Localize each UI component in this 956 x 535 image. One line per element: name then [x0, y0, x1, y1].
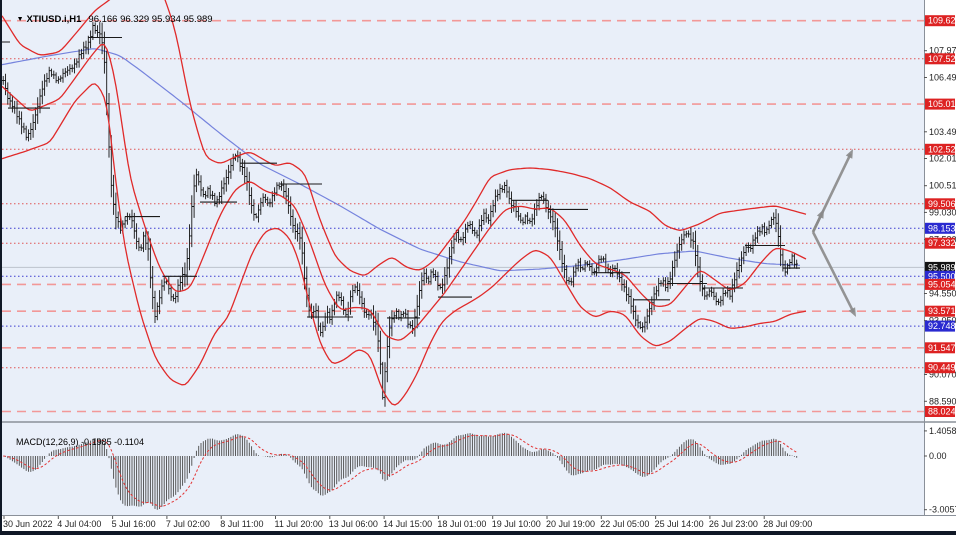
- time-axis-label: 11 Jul 20:00: [275, 519, 323, 529]
- price-level-chip: [925, 15, 955, 27]
- price-level-chip: [925, 237, 955, 249]
- price-tick-label: 94.550: [929, 289, 956, 299]
- price-level-chip: [925, 270, 955, 282]
- price-level-chip: [925, 278, 955, 290]
- price-level-chip-label: 102.521: [928, 144, 956, 154]
- time-axis-label: 20 Jul 19:00: [546, 519, 595, 529]
- price-level-chip-label: 88.024: [928, 407, 956, 417]
- price-tick-label: 103.490: [929, 127, 956, 137]
- price-bar-ticks: [2, 25, 798, 398]
- macd-panel[interactable]: [3, 432, 798, 510]
- price-tick-label: 107.970: [929, 46, 956, 56]
- price-level-chip: [925, 222, 955, 234]
- price-level-chip-label: 95.989: [928, 262, 956, 272]
- window-bottom-edge: [0, 531, 956, 535]
- drawn-horizontal-segments[interactable]: [0, 36, 800, 319]
- arrowhead-icon: [845, 149, 853, 159]
- price-tick-label: 88.590: [929, 396, 956, 406]
- arrowhead-icon: [816, 209, 824, 219]
- price-level-chip-label: 99.506: [928, 199, 956, 209]
- arrowhead-icon: [848, 307, 856, 317]
- bollinger-lower-band: [2, 83, 807, 406]
- time-axis-label: 26 Jul 23:00: [709, 519, 758, 529]
- time-axis-label: 22 Jul 05:00: [600, 519, 649, 529]
- time-axis-label: 4 Jul 04:00: [57, 519, 101, 529]
- time-axis-label: 5 Jul 16:00: [112, 519, 156, 529]
- window-left-edge: [0, 0, 2, 535]
- macd-histogram: [5, 432, 798, 510]
- time-axis-label: 8 Jul 11:00: [220, 519, 263, 529]
- price-level-chip-label: 95.500: [928, 271, 956, 281]
- price-level-chip-label: 93.571: [928, 306, 956, 316]
- slow-ma-line: [2, 48, 801, 272]
- price-level-chip: [925, 143, 955, 155]
- price-tick-label: 106.490: [929, 73, 956, 83]
- trend-arrow-down[interactable]: [811, 231, 855, 313]
- price-level-chip-label: 92.748: [928, 321, 956, 331]
- price-level-chip: [925, 198, 955, 210]
- price-tick-label: 99.030: [929, 207, 956, 217]
- ohlc-values: 96.166 96.329 95.934 95.989: [88, 14, 213, 25]
- price-level-chip-label: 91.547: [928, 343, 956, 353]
- price-level-chip: [925, 406, 955, 417]
- main-chart-panel[interactable]: [0, 0, 924, 413]
- chart-title: ▼ XTIUSD.i,H1 96.166 96.329 95.934 95.989: [6, 3, 213, 36]
- price-level-chip-label: 95.054: [928, 279, 956, 289]
- macd-tick-label: -3.0057: [929, 505, 956, 515]
- price-level-chip: [925, 320, 955, 332]
- price-level-chip-label: 98.153: [928, 223, 956, 233]
- price-level-chip: [925, 305, 955, 317]
- price-level-chip: [925, 362, 955, 374]
- symbol-timeframe-label: XTIUSD.i,H1: [26, 14, 82, 25]
- macd-signal-line: [3, 433, 797, 507]
- price-tick-label: 102.010: [929, 154, 956, 164]
- macd-values: -0.1985 -0.1104: [81, 437, 144, 447]
- bollinger-middle-band: [2, 43, 807, 341]
- price-level-chip-label: 107.525: [928, 54, 956, 64]
- price-tick-label: 100.510: [929, 181, 956, 191]
- macd-tick-label: 0.00: [929, 451, 947, 461]
- price-level-chip: [925, 342, 955, 354]
- macd-name: MACD(12,26,9): [16, 437, 79, 447]
- time-axis-label: 14 Jul 15:00: [383, 519, 432, 529]
- time-axis-label: 28 Jul 09:00: [763, 519, 812, 529]
- time-axis-label: 30 Jun 2022: [3, 519, 53, 529]
- price-level-chip: [925, 261, 955, 273]
- time-scale-row[interactable]: [2, 516, 956, 531]
- price-level-chip-label: 105.019: [928, 99, 956, 109]
- price-tick-label: 90.070: [929, 370, 956, 380]
- time-axis-label: 7 Jul 02:00: [166, 519, 210, 529]
- macd-tick-label: 1.4058: [929, 426, 956, 436]
- price-level-chip: [925, 98, 955, 110]
- time-axis-label: 18 Jul 01:00: [437, 519, 486, 529]
- time-axis-label: 13 Jul 06:00: [329, 519, 378, 529]
- symbol-dropdown-icon[interactable]: ▼: [16, 16, 24, 23]
- price-level-chip-label: 97.332: [928, 238, 956, 248]
- macd-indicator-label: MACD(12,26,9) -0.1985 -0.1104: [6, 426, 144, 459]
- time-axis-label: 25 Jul 14:00: [655, 519, 704, 529]
- price-level-chip-label: 109.627: [928, 16, 956, 26]
- price-level-chip: [925, 53, 955, 65]
- bollinger-upper-band: [2, 0, 807, 276]
- time-axis-label: 19 Jul 10:00: [492, 519, 541, 529]
- price-level-chip-label: 90.449: [928, 363, 956, 373]
